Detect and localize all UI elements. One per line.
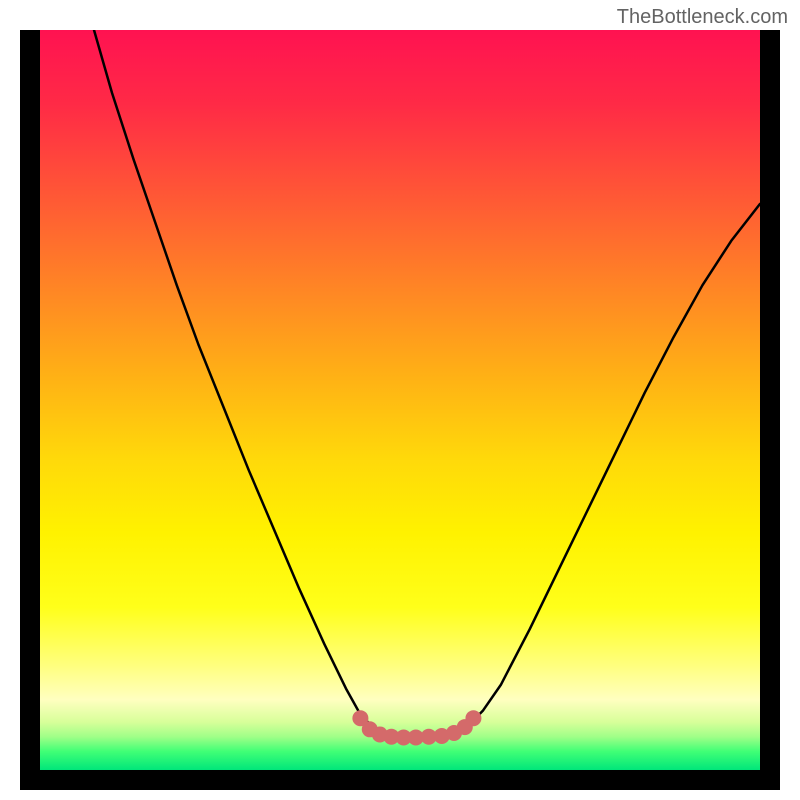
bottleneck-chart <box>20 30 780 790</box>
chart-svg <box>20 30 780 790</box>
watermark-text: TheBottleneck.com <box>617 6 788 29</box>
